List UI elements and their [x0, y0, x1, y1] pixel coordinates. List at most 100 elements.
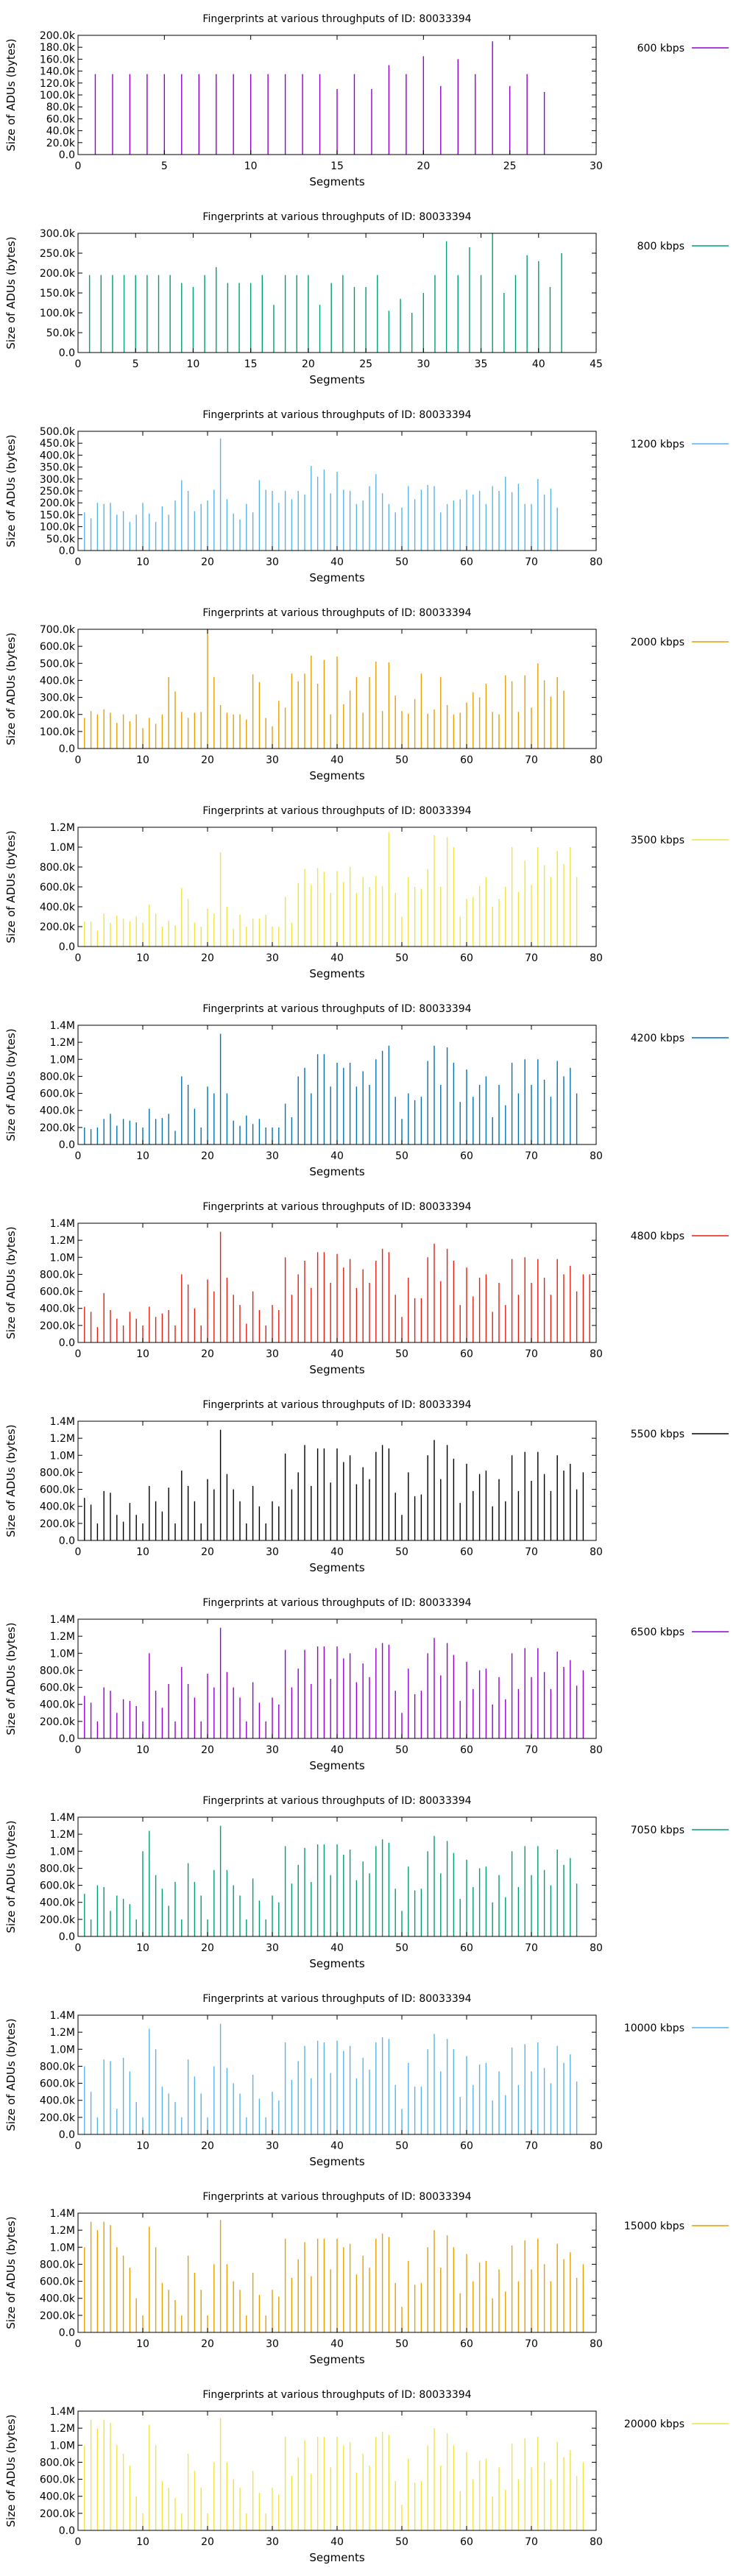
y-axis-label: Size of ADUs (bytes): [4, 632, 18, 745]
chart-panel-7: Fingerprints at various throughputs of I…: [4, 1399, 729, 1574]
y-tick-label: 200.0k: [40, 268, 76, 280]
x-tick-label: 50: [395, 2536, 408, 2548]
y-tick-label: 1.0M: [50, 1648, 75, 1660]
y-tick-label: 1.4M: [50, 1020, 75, 1032]
y-tick-label: 600.0k: [40, 1880, 76, 1892]
y-axis-label: Size of ADUs (bytes): [4, 434, 18, 547]
x-tick-label: 10: [136, 2536, 149, 2548]
legend-label: 800 kbps: [637, 241, 684, 252]
y-tick-label: 400.0k: [40, 1699, 76, 1711]
y-tick-label: 80.0k: [46, 102, 76, 113]
y-tick-label: 0.0: [59, 941, 75, 953]
x-tick-label: 10: [244, 160, 258, 172]
y-tick-label: 600.0k: [40, 882, 76, 894]
y-tick-label: 400.0k: [40, 1105, 76, 1117]
y-tick-label: 1.2M: [50, 1235, 75, 1247]
legend-label: 20000 kbps: [624, 2418, 684, 2430]
x-tick-label: 70: [525, 2140, 538, 2152]
y-tick-label: 800.0k: [40, 2061, 76, 2073]
legend-label: 4200 kbps: [631, 1033, 684, 1044]
x-tick-label: 15: [330, 160, 344, 172]
x-tick-label: 0: [75, 1744, 82, 1756]
y-tick-label: 100.0k: [40, 90, 76, 102]
x-tick-label: 10: [136, 754, 149, 766]
x-tick-label: 0: [75, 1150, 82, 1162]
x-tick-label: 5: [161, 160, 168, 172]
y-tick-label: 20.0k: [46, 138, 76, 149]
x-tick-label: 25: [359, 358, 372, 370]
y-tick-label: 200.0k: [40, 498, 76, 509]
x-tick-label: 20: [201, 1942, 214, 1954]
y-tick-label: 1.0M: [50, 1054, 75, 1066]
y-tick-label: 200.0k: [40, 1914, 76, 1926]
y-tick-label: 1.4M: [50, 2406, 75, 2418]
x-tick-label: 60: [460, 1744, 473, 1756]
x-axis-label: Segments: [309, 571, 365, 584]
legend-label: 3500 kbps: [631, 835, 684, 846]
x-tick-label: 60: [460, 1348, 473, 1360]
y-tick-label: 100.0k: [40, 726, 76, 738]
x-tick-label: 20: [201, 2536, 214, 2548]
x-tick-label: 20: [201, 754, 214, 766]
x-tick-label: 60: [460, 2536, 473, 2548]
x-tick-label: 70: [525, 2338, 538, 2350]
y-tick-label: 400.0k: [40, 2293, 76, 2305]
x-tick-label: 10: [136, 1348, 149, 1360]
x-tick-label: 50: [395, 2140, 408, 2152]
x-tick-label: 30: [266, 754, 279, 766]
chart-panel-3: Fingerprints at various throughputs of I…: [4, 607, 729, 782]
chart-title: Fingerprints at various throughputs of I…: [202, 1597, 471, 1609]
y-tick-label: 700.0k: [40, 624, 76, 636]
x-tick-label: 30: [266, 2338, 279, 2350]
x-tick-label: 60: [460, 1942, 473, 1954]
x-tick-label: 0: [75, 754, 82, 766]
y-tick-label: 300.0k: [40, 228, 76, 240]
y-tick-label: 1.0M: [50, 2440, 75, 2452]
y-tick-label: 400.0k: [40, 675, 76, 687]
y-tick-label: 250.0k: [40, 248, 76, 260]
y-tick-label: 500.0k: [40, 426, 76, 438]
chart-title: Fingerprints at various throughputs of I…: [202, 607, 471, 619]
x-tick-label: 80: [590, 1942, 603, 1954]
y-tick-label: 500.0k: [40, 658, 76, 670]
chart-panel-0: Fingerprints at various throughputs of I…: [4, 13, 729, 188]
y-tick-label: 1.0M: [50, 1846, 75, 1858]
y-tick-label: 200.0k: [40, 2508, 76, 2520]
x-tick-label: 25: [503, 160, 517, 172]
x-tick-label: 30: [266, 1546, 279, 1558]
x-axis-label: Segments: [309, 373, 365, 386]
x-tick-label: 20: [302, 358, 315, 370]
x-tick-label: 30: [266, 1744, 279, 1756]
y-tick-label: 1.4M: [50, 1416, 75, 1428]
x-tick-label: 40: [330, 2140, 344, 2152]
legend-label: 600 kbps: [637, 43, 684, 54]
x-tick-label: 30: [266, 556, 279, 568]
x-axis-label: Segments: [309, 967, 365, 980]
x-tick-label: 60: [460, 2140, 473, 2152]
x-tick-label: 20: [201, 556, 214, 568]
x-tick-label: 0: [75, 1546, 82, 1558]
chart-panel-5: Fingerprints at various throughputs of I…: [4, 1003, 729, 1178]
y-axis-label: Size of ADUs (bytes): [4, 2414, 18, 2527]
y-axis-label: Size of ADUs (bytes): [4, 2018, 18, 2131]
y-tick-label: 200.0k: [40, 30, 76, 42]
x-axis-label: Segments: [309, 2155, 365, 2168]
y-tick-label: 100.0k: [40, 522, 76, 534]
y-axis-label: Size of ADUs (bytes): [4, 830, 18, 943]
x-tick-label: 60: [460, 754, 473, 766]
y-tick-label: 600.0k: [40, 2474, 76, 2486]
y-tick-label: 1.0M: [50, 2242, 75, 2254]
x-tick-label: 10: [136, 1744, 149, 1756]
x-tick-label: 80: [590, 1744, 603, 1756]
chart-panel-9: Fingerprints at various throughputs of I…: [4, 1795, 729, 1970]
y-tick-label: 100.0k: [40, 308, 76, 319]
x-tick-label: 70: [525, 556, 538, 568]
chart-title: Fingerprints at various throughputs of I…: [202, 805, 471, 817]
legend-label: 6500 kbps: [631, 1627, 684, 1638]
chart-panel-2: Fingerprints at various throughputs of I…: [4, 409, 729, 584]
y-tick-label: 0.0: [59, 1733, 75, 1745]
y-tick-label: 150.0k: [40, 288, 76, 300]
x-tick-label: 10: [136, 556, 149, 568]
x-tick-label: 40: [330, 754, 344, 766]
x-tick-label: 20: [201, 1744, 214, 1756]
